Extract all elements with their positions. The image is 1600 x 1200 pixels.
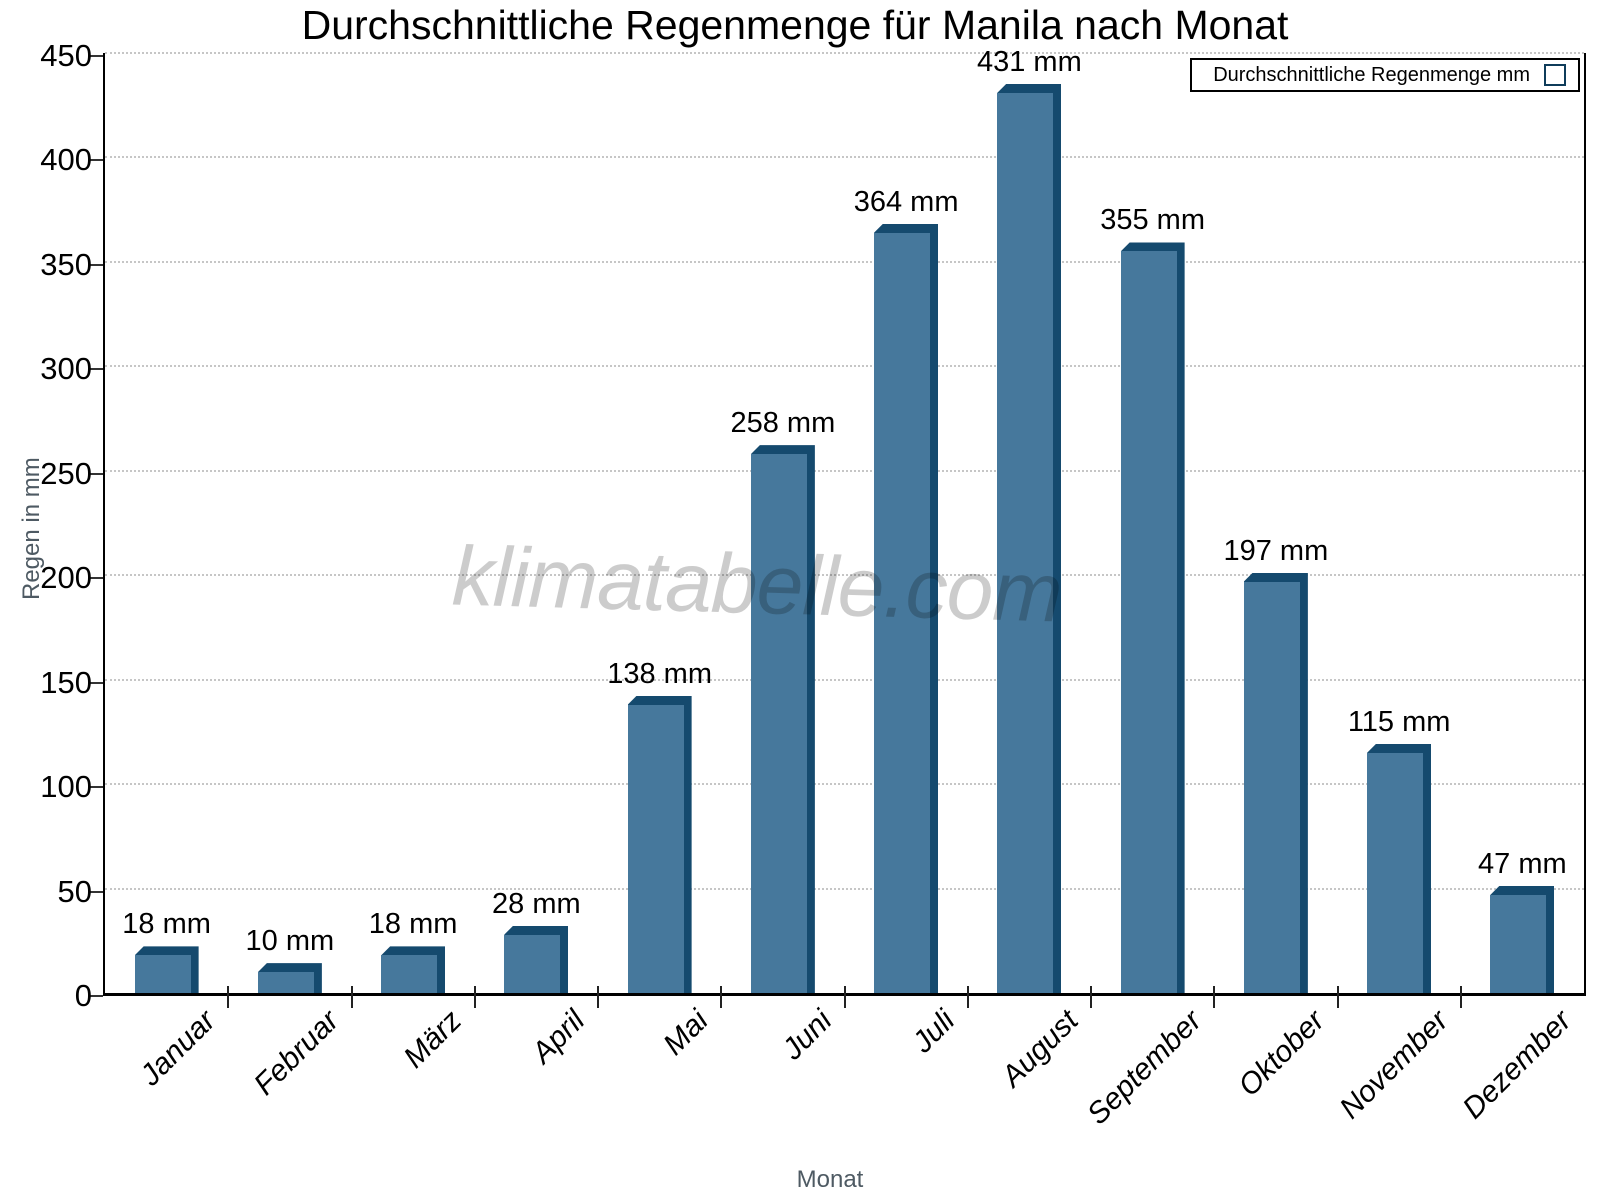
y-tick-label-250: 250 [40,455,92,491]
x-tick-7 [966,986,969,1008]
bar-front-face [134,955,191,993]
y-tick-label-150: 150 [40,664,92,700]
y-tick-0 [90,995,103,997]
bar-value-august: 431 mm [976,45,1082,78]
y-tick-250 [90,472,103,475]
legend: Durchschnittliche Regenmenge mm [1190,58,1580,92]
gridline-200 [105,574,1584,577]
bar-mai [627,695,692,993]
x-label-mai: Mai [657,1004,715,1062]
y-axis-title: Regen in mm [18,457,45,600]
bar-value-juli: 364 mm [853,185,959,218]
x-tick-10 [1336,986,1339,1008]
bar-front-face [997,92,1054,993]
bar-front-face [257,972,314,993]
bar-front-face [1367,752,1424,993]
chart-title: Durchschnittliche Regenmenge für Manila … [301,2,1289,48]
y-tick-label-50: 50 [57,873,92,909]
x-label-november: November [1333,1004,1455,1126]
y-tick-200 [90,577,103,580]
x-label-februar: Februar [247,1004,346,1102]
x-tick-5 [720,986,723,1008]
gridline-350 [105,260,1584,263]
y-tick-label-400: 400 [40,142,92,178]
plot-area: 18 mm 10 mm 18 mm 28 mm 138 mm 258 mm 364 mm 43… [103,46,1586,996]
x-tick-3 [473,986,476,1008]
y-tick-450 [90,55,103,57]
legend-swatch [1544,64,1566,86]
gridline-150 [105,678,1584,681]
bar-front-face [381,955,438,993]
bar-front-face [750,454,807,993]
bar-dezember [1490,885,1555,993]
x-tick-6 [843,986,846,1008]
bar-value-april: 28 mm [492,887,581,920]
gridline-300 [105,365,1584,368]
gridline-450 [105,52,1584,54]
y-tick-label-300: 300 [40,351,92,387]
bar-front-face [627,704,684,993]
x-tick-4 [597,986,599,1008]
x-tick-2 [350,986,353,1008]
x-label-märz: März [397,1004,469,1075]
gridline-400 [105,156,1584,159]
y-tick-label-200: 200 [40,560,92,596]
y-tick-300 [90,368,103,371]
x-label-oktober: Oktober [1232,1004,1332,1103]
bar-januar [134,946,199,993]
bar-oktober [1243,572,1308,993]
bar-front-face [1490,894,1547,993]
y-tick-100 [90,786,103,789]
y-tick-label-0: 0 [74,978,92,1013]
x-label-august: August [995,1004,1085,1094]
legend-label: Durchschnittliche Regenmenge mm [1213,63,1530,86]
bar-value-dezember: 47 mm [1478,847,1567,880]
bar-juni [750,445,815,993]
bar-april [504,925,569,993]
bar-value-november: 115 mm [1347,705,1451,738]
x-tick-1 [227,986,230,1008]
bar-august [997,83,1062,993]
y-tick-label-100: 100 [40,769,92,805]
bar-value-februar: 10 mm [245,925,335,958]
bar-november [1367,743,1432,993]
bar-front-face [1243,581,1300,993]
bar-februar [257,963,322,993]
bar-value-juni: 258 mm [730,407,836,440]
gridline-250 [105,469,1584,472]
x-tick-11 [1459,986,1462,1008]
x-tick-9 [1213,986,1216,1008]
x-label-juni: Juni [775,1004,839,1067]
bar-value-september: 355 mm [1100,204,1206,237]
bar-value-märz: 18 mm [368,908,458,941]
y-tick-350 [90,263,103,266]
bar-september [1120,242,1185,993]
gridline-50 [105,887,1584,890]
bar-value-oktober: 197 mm [1223,534,1329,567]
bar-front-face [504,934,561,993]
y-tick-150 [90,681,103,684]
gridline-100 [105,783,1584,786]
y-tick-50 [90,890,103,893]
bar-value-mai: 138 mm [607,657,713,690]
bar-märz [381,946,446,993]
x-label-juli: Juli [906,1004,962,1060]
y-tick-label-350: 350 [40,246,92,282]
y-tick-400 [90,159,103,162]
x-label-april: April [525,1004,592,1070]
x-label-september: September [1080,1004,1208,1132]
bar-front-face [1120,251,1177,993]
y-tick-label-450: 450 [40,38,92,73]
bar-juli [874,223,939,993]
x-label-januar: Januar [133,1004,222,1093]
x-axis-title: Monat [796,1166,864,1193]
bar-value-januar: 18 mm [122,908,211,941]
x-label-dezember: Dezember [1456,1004,1578,1126]
x-tick-8 [1090,986,1092,1008]
bar-front-face [874,232,931,993]
